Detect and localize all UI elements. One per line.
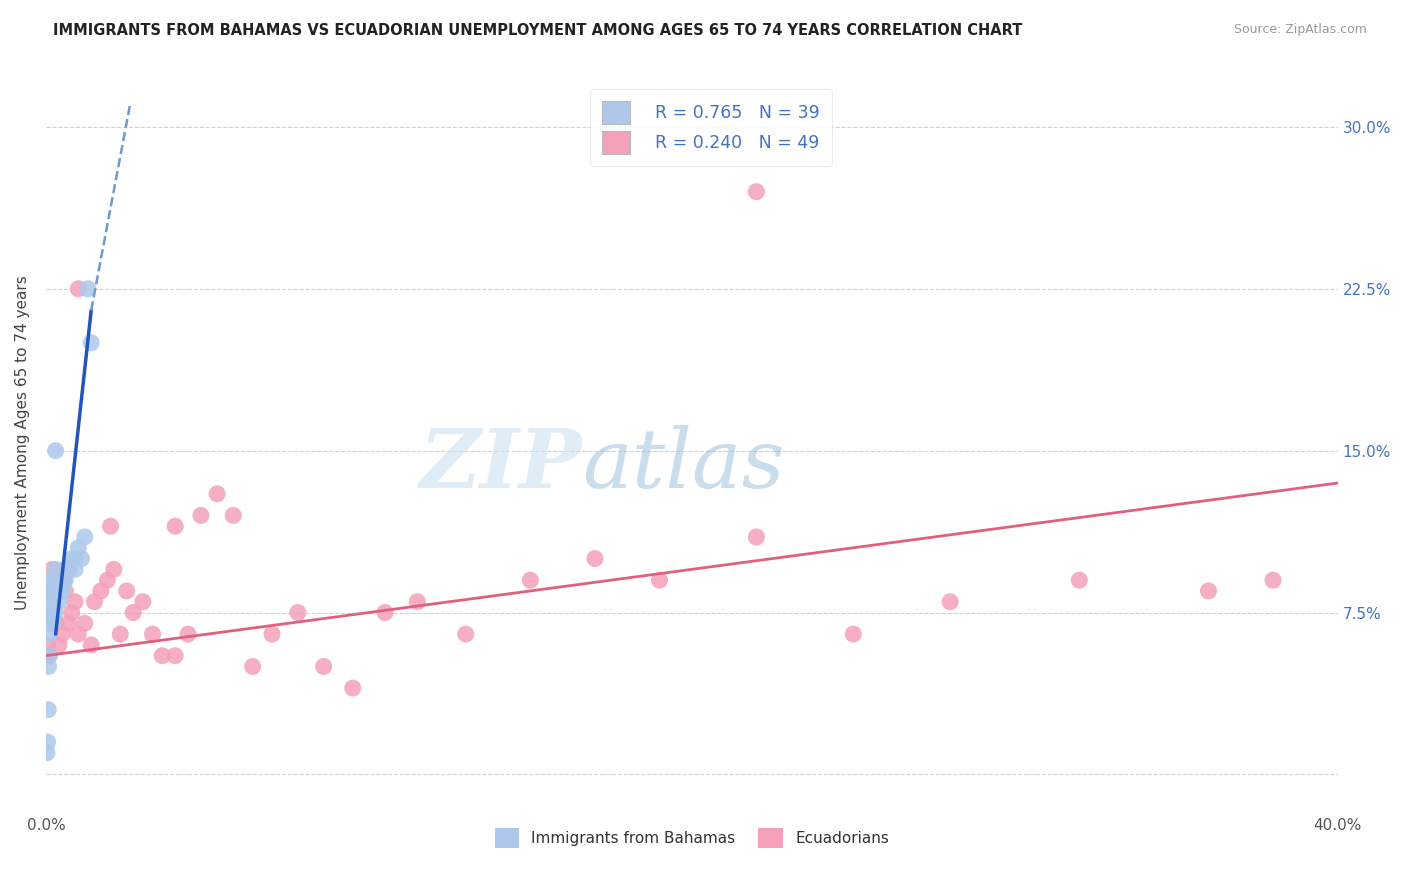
Point	[406, 595, 429, 609]
Y-axis label: Unemployment Among Ages 65 to 74 years: Unemployment Among Ages 65 to 74 years	[15, 276, 30, 610]
Point	[103, 562, 125, 576]
Point	[77, 282, 100, 296]
Point	[58, 616, 80, 631]
Point	[342, 681, 364, 695]
Point	[648, 573, 671, 587]
Point	[51, 627, 73, 641]
Point	[374, 606, 396, 620]
Point	[745, 185, 768, 199]
Point	[45, 443, 67, 458]
Point	[51, 573, 73, 587]
Point	[48, 638, 70, 652]
Point	[35, 746, 58, 760]
Point	[37, 735, 59, 749]
Text: IMMIGRANTS FROM BAHAMAS VS ECUADORIAN UNEMPLOYMENT AMONG AGES 65 TO 74 YEARS COR: IMMIGRANTS FROM BAHAMAS VS ECUADORIAN UN…	[53, 23, 1022, 38]
Point	[110, 627, 132, 641]
Point	[312, 659, 335, 673]
Point	[73, 616, 96, 631]
Point	[141, 627, 163, 641]
Point	[52, 573, 75, 587]
Point	[51, 583, 73, 598]
Point	[939, 595, 962, 609]
Point	[48, 573, 70, 587]
Point	[49, 583, 72, 598]
Point	[53, 573, 76, 587]
Point	[80, 638, 103, 652]
Point	[70, 551, 93, 566]
Point	[38, 606, 60, 620]
Point	[58, 562, 80, 576]
Point	[37, 638, 59, 652]
Text: ZIP: ZIP	[419, 425, 582, 505]
Point	[63, 562, 86, 576]
Point	[73, 530, 96, 544]
Point	[67, 541, 90, 555]
Point	[41, 573, 63, 587]
Point	[38, 659, 60, 673]
Point	[177, 627, 200, 641]
Point	[287, 606, 309, 620]
Point	[45, 562, 67, 576]
Point	[745, 530, 768, 544]
Point	[37, 703, 59, 717]
Point	[39, 606, 62, 620]
Point	[83, 595, 105, 609]
Point	[39, 595, 62, 609]
Point	[38, 616, 60, 631]
Point	[122, 606, 145, 620]
Point	[242, 659, 264, 673]
Point	[45, 583, 67, 598]
Point	[41, 595, 63, 609]
Point	[205, 487, 228, 501]
Point	[41, 616, 63, 631]
Point	[454, 627, 477, 641]
Point	[260, 627, 283, 641]
Point	[38, 648, 60, 663]
Point	[63, 551, 86, 566]
Point	[41, 583, 63, 598]
Point	[1069, 573, 1091, 587]
Text: atlas: atlas	[582, 425, 785, 505]
Point	[67, 627, 90, 641]
Point	[58, 562, 80, 576]
Point	[132, 595, 155, 609]
Point	[519, 573, 541, 587]
Point	[96, 573, 118, 587]
Point	[38, 627, 60, 641]
Point	[53, 562, 76, 576]
Point	[222, 508, 245, 523]
Point	[80, 335, 103, 350]
Point	[190, 508, 212, 523]
Point	[46, 583, 69, 598]
Point	[60, 551, 83, 566]
Point	[165, 648, 187, 663]
Point	[165, 519, 187, 533]
Point	[45, 616, 67, 631]
Point	[53, 583, 76, 598]
Point	[38, 648, 60, 663]
Point	[583, 551, 606, 566]
Point	[39, 583, 62, 598]
Point	[67, 282, 90, 296]
Point	[48, 595, 70, 609]
Text: Source: ZipAtlas.com: Source: ZipAtlas.com	[1233, 23, 1367, 37]
Point	[1198, 583, 1220, 598]
Point	[42, 573, 65, 587]
Point	[115, 583, 138, 598]
Point	[45, 606, 67, 620]
Point	[41, 562, 63, 576]
Point	[842, 627, 865, 641]
Point	[63, 595, 86, 609]
Point	[90, 583, 112, 598]
Point	[150, 648, 173, 663]
Legend: Immigrants from Bahamas, Ecuadorians: Immigrants from Bahamas, Ecuadorians	[488, 822, 896, 854]
Point	[100, 519, 122, 533]
Point	[1261, 573, 1284, 587]
Point	[60, 606, 83, 620]
